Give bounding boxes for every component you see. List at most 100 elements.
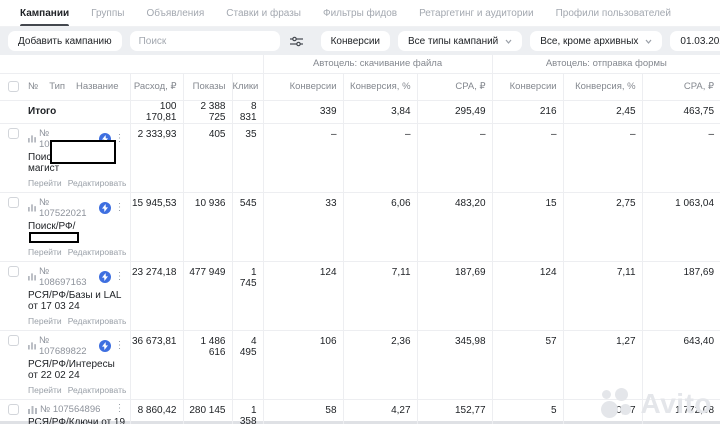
edit-link[interactable]: Редактировать	[67, 246, 126, 257]
tab-bids-phrases[interactable]: Ставки и фразы	[226, 7, 301, 19]
table-row: № 107522021 ⋮ Поиск/РФ/ Перейти Редактир…	[0, 192, 720, 262]
campaign-type-icon	[28, 135, 36, 143]
cell-conversions-form: 124	[491, 261, 564, 331]
totals-impressions: 2 388 725	[182, 100, 232, 124]
kebab-menu-icon[interactable]: ⋮	[114, 339, 125, 351]
cell-conversions-form: 57	[491, 330, 564, 400]
cell-clicks: 1 745	[231, 261, 264, 331]
cell-conversion-rate-form: 1,27	[562, 330, 643, 400]
row-checkbox[interactable]	[8, 196, 19, 208]
go-to-link[interactable]: Перейти	[28, 384, 62, 395]
campaign-name[interactable]: Поиск/РФ/	[28, 221, 126, 243]
archive-filter-label: Все, кроме архивных	[540, 35, 639, 47]
boost-icon[interactable]	[98, 339, 111, 352]
totals-cpa-download: 295,49	[416, 100, 493, 124]
date-range-label: 01.03.2024 — 23.04.2024	[680, 35, 720, 47]
campaign-type-icon	[28, 204, 36, 212]
select-all-checkbox[interactable]	[8, 81, 19, 92]
col-conversion-rate-download[interactable]: Конверсия, %	[342, 73, 418, 101]
cell-conversion-rate-download: 6,06	[342, 192, 418, 262]
campaign-number[interactable]: № 108697163	[38, 265, 87, 288]
col-impressions[interactable]: Показы	[182, 73, 232, 101]
col-conversions-download[interactable]: Конверсии	[262, 73, 344, 101]
redaction-box	[29, 231, 79, 243]
cell-cost: 23 274,18	[129, 261, 183, 331]
row-checkbox[interactable]	[8, 127, 19, 139]
totals-cost: 100 170,81	[129, 100, 183, 124]
campaign-name[interactable]: РСЯ/РФ/Базы и LAL от 17 03 24	[28, 289, 122, 312]
cell-conversions-download: 106	[262, 330, 344, 400]
cell-conversions-download: 124	[262, 261, 344, 331]
cell-conversion-rate-download: –	[342, 123, 418, 193]
campaign-type-icon	[28, 405, 37, 414]
col-clicks[interactable]: Клики	[231, 73, 264, 101]
campaign-number[interactable]: № 107522021	[38, 196, 87, 219]
col-cpa-download[interactable]: CPA, ₽	[416, 73, 493, 101]
campaign-type-filter[interactable]: Все типы кампаний	[398, 31, 523, 51]
campaign-name[interactable]: РСЯ/РФ/Ключи от 19 02 24	[28, 416, 126, 424]
tab-campaigns[interactable]: Кампании	[20, 0, 70, 26]
cell-conversions-download: 33	[262, 192, 344, 262]
filters-icon[interactable]	[288, 36, 305, 47]
tab-ads[interactable]: Объявления	[146, 7, 205, 19]
date-range-picker[interactable]: 01.03.2024 — 23.04.2024	[670, 31, 720, 51]
conversions-button[interactable]: Конверсии	[320, 31, 390, 51]
kebab-menu-icon[interactable]: ⋮	[114, 132, 125, 144]
boost-icon[interactable]	[98, 270, 111, 283]
campaign-number[interactable]: № 107689822	[38, 334, 87, 357]
row-checkbox[interactable]	[8, 265, 19, 277]
edit-link[interactable]: Редактировать	[67, 177, 126, 188]
edit-link[interactable]: Редактировать	[67, 315, 126, 326]
cell-cost: 8 860,42	[129, 399, 183, 424]
search-input[interactable]	[129, 31, 280, 51]
cell-conversion-rate-download: 4,27	[342, 399, 418, 424]
cell-cost: 36 673,81	[129, 330, 183, 400]
campaign-number[interactable]: № 107564896	[40, 403, 101, 415]
cell-conversions-form: –	[491, 123, 564, 193]
go-to-link[interactable]: Перейти	[28, 246, 62, 257]
archive-filter[interactable]: Все, кроме архивных	[530, 31, 663, 51]
row-checkbox[interactable]	[8, 334, 19, 346]
kebab-menu-icon[interactable]: ⋮	[114, 270, 125, 282]
group-header-download: Автоцель: скачивание файла	[262, 55, 493, 74]
cell-cost: 15 945,53	[129, 192, 183, 262]
totals-cpa-form: 463,75	[641, 100, 720, 124]
kebab-menu-icon[interactable]: ⋮	[114, 403, 125, 415]
campaigns-table: Автоцель: скачивание файла Автоцель: отп…	[0, 55, 720, 424]
totals-label: Итого	[26, 100, 130, 124]
go-to-link[interactable]: Перейти	[28, 315, 62, 326]
col-type[interactable]: Тип	[49, 81, 66, 92]
tab-feed-filters[interactable]: Фильтры фидов	[322, 7, 398, 19]
totals-conversions-download: 339	[262, 100, 344, 124]
go-to-link[interactable]: Перейти	[28, 177, 62, 188]
tab-groups[interactable]: Группы	[91, 7, 125, 19]
redaction-box	[50, 139, 116, 164]
col-conversions-form[interactable]: Конверсии	[491, 73, 564, 101]
boost-icon[interactable]	[98, 201, 111, 214]
cell-conversion-rate-form: –	[562, 123, 643, 193]
cell-conversion-rate-form: 7,11	[562, 261, 643, 331]
edit-link[interactable]: Редактировать	[67, 384, 126, 395]
cell-conversion-rate-download: 7,11	[342, 261, 418, 331]
chevron-down-icon	[645, 39, 652, 44]
add-campaign-button[interactable]: Добавить кампанию	[8, 31, 122, 51]
col-name[interactable]: Название	[76, 81, 119, 92]
tab-user-profiles[interactable]: Профили пользователей	[555, 7, 671, 19]
row-checkbox[interactable]	[8, 403, 19, 415]
top-nav: Кампании Группы Объявления Ставки и фраз…	[0, 0, 720, 27]
kebab-menu-icon[interactable]: ⋮	[114, 201, 125, 213]
column-header-row: № Тип Название Расход, ₽ Показы Клики Ко…	[0, 73, 720, 101]
tab-retargeting-audiences[interactable]: Ретаргетинг и аудитории	[419, 7, 534, 19]
col-cost[interactable]: Расход, ₽	[129, 73, 183, 101]
totals-conversion-rate-download: 3,84	[342, 100, 418, 124]
toolbar: Добавить кампанию Конверсии Все типы кам…	[0, 27, 720, 55]
campaign-name[interactable]: Поиск магист	[28, 151, 60, 174]
campaign-name[interactable]: РСЯ/РФ/Интересы от 22 02 24	[28, 358, 115, 381]
col-num[interactable]: №	[28, 81, 39, 92]
col-conversion-rate-form[interactable]: Конверсия, %	[562, 73, 643, 101]
cell-cpa-form: 1 063,04	[641, 192, 720, 262]
col-cpa-form[interactable]: CPA, ₽	[641, 73, 720, 101]
table-row: № 107564896 ⋮ РСЯ/РФ/Ключи от 19 02 24 П…	[0, 399, 720, 424]
